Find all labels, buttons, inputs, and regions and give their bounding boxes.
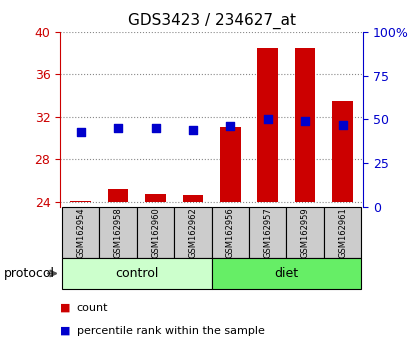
Text: GSM162960: GSM162960 [151,207,160,258]
Bar [257,48,278,202]
Text: GSM162962: GSM162962 [188,207,198,258]
Text: GSM162959: GSM162959 [300,207,310,258]
Point [152,125,159,131]
Text: percentile rank within the sample: percentile rank within the sample [77,326,265,336]
Text: count: count [77,303,108,313]
FancyBboxPatch shape [212,258,361,289]
Bar [108,189,128,202]
FancyBboxPatch shape [286,207,324,258]
Text: GSM162961: GSM162961 [338,207,347,258]
Bar [295,48,315,202]
Point [190,127,196,133]
Point [78,129,84,135]
Bar [71,201,91,202]
FancyBboxPatch shape [324,207,361,258]
Point [339,122,346,127]
Text: ■: ■ [60,303,71,313]
FancyBboxPatch shape [62,258,212,289]
FancyBboxPatch shape [249,207,286,258]
Point [264,117,271,122]
Point [302,118,308,124]
Text: control: control [115,267,159,280]
Text: protocol: protocol [4,267,55,280]
FancyBboxPatch shape [62,207,100,258]
Text: GSM162956: GSM162956 [226,207,235,258]
Text: GSM162958: GSM162958 [114,207,123,258]
Text: ■: ■ [60,326,71,336]
Bar [145,194,166,202]
FancyBboxPatch shape [174,207,212,258]
Title: GDS3423 / 234627_at: GDS3423 / 234627_at [128,13,295,29]
Bar [332,101,353,202]
Text: diet: diet [274,267,298,280]
Point [227,124,234,129]
Text: GSM162957: GSM162957 [263,207,272,258]
Bar [220,127,241,202]
FancyBboxPatch shape [212,207,249,258]
FancyBboxPatch shape [100,207,137,258]
Point [115,125,122,131]
Text: GSM162954: GSM162954 [76,207,85,258]
Bar [183,195,203,202]
FancyBboxPatch shape [137,207,174,258]
